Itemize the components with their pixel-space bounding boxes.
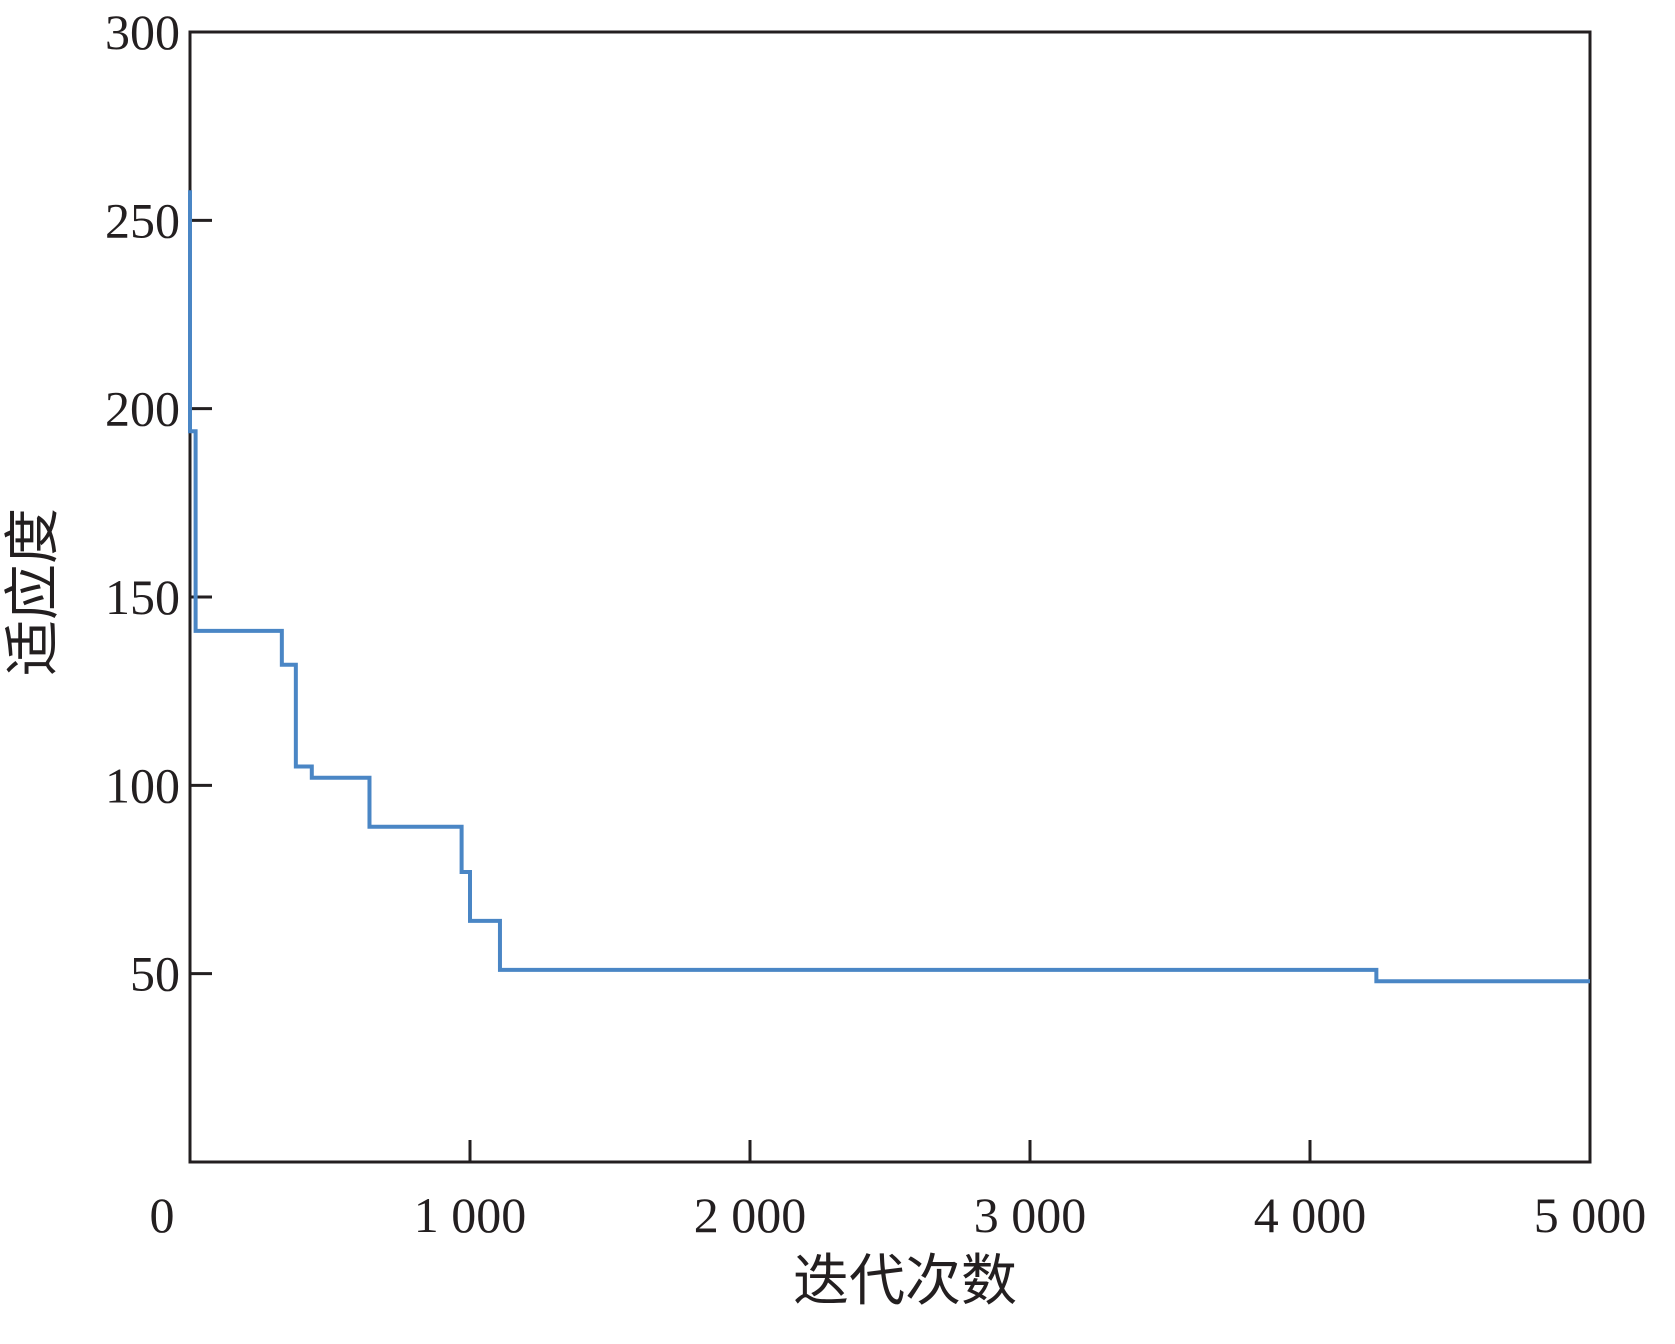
x-tick-label: 4 000 (1254, 1187, 1367, 1243)
x-tick-label: 3 000 (974, 1187, 1087, 1243)
y-tick-label: 100 (105, 757, 180, 813)
y-tick-label: 150 (105, 569, 180, 625)
x-tick-label: 2 000 (694, 1187, 807, 1243)
data-line (188, 190, 1590, 984)
x-tick-label: 5 000 (1534, 1187, 1647, 1243)
y-tick-label: 300 (105, 4, 180, 60)
plot-frame (188, 30, 1592, 1164)
y-tick-label: 250 (105, 192, 180, 248)
x-tick-label: 0 (150, 1187, 175, 1243)
y-axis-label: 适应度 (3, 508, 65, 676)
y-tick-label: 50 (130, 946, 180, 1002)
x-axis-label: 迭代次数 (793, 1251, 1017, 1313)
y-tick-label: 200 (105, 381, 180, 437)
x-tick-label: 1 000 (414, 1187, 527, 1243)
